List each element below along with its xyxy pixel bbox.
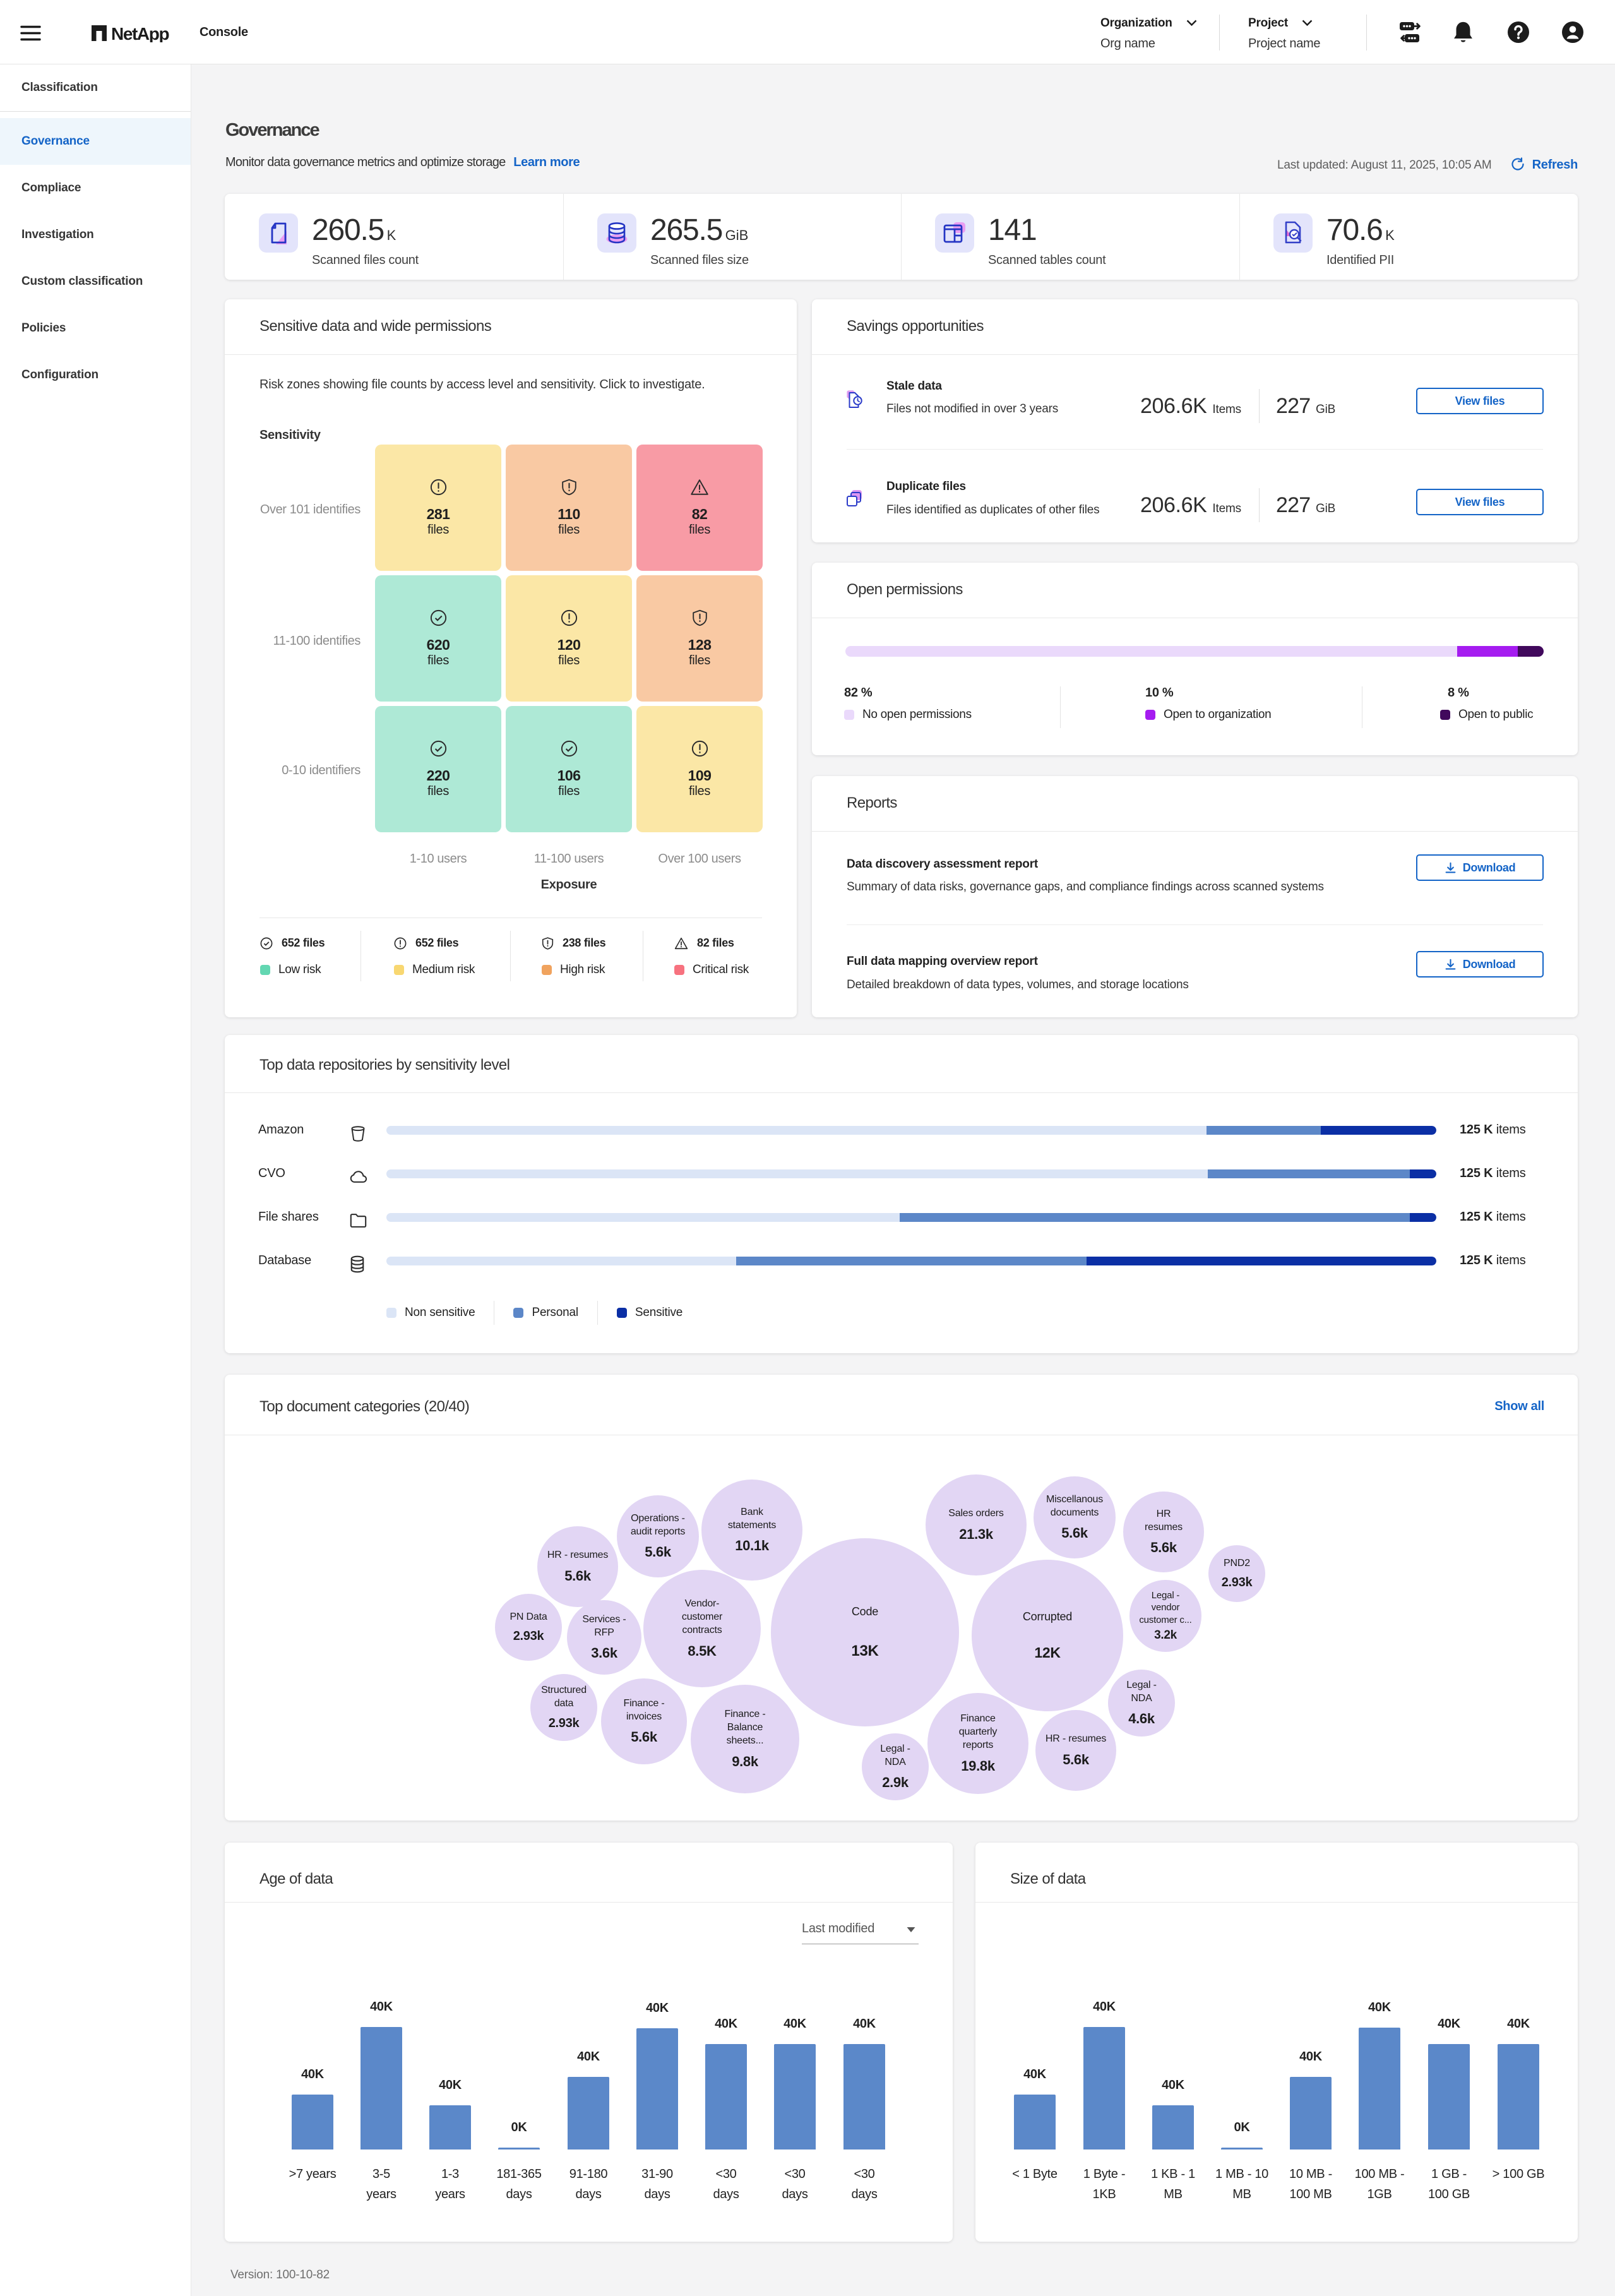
svg-text:NetApp: NetApp <box>111 25 169 42</box>
